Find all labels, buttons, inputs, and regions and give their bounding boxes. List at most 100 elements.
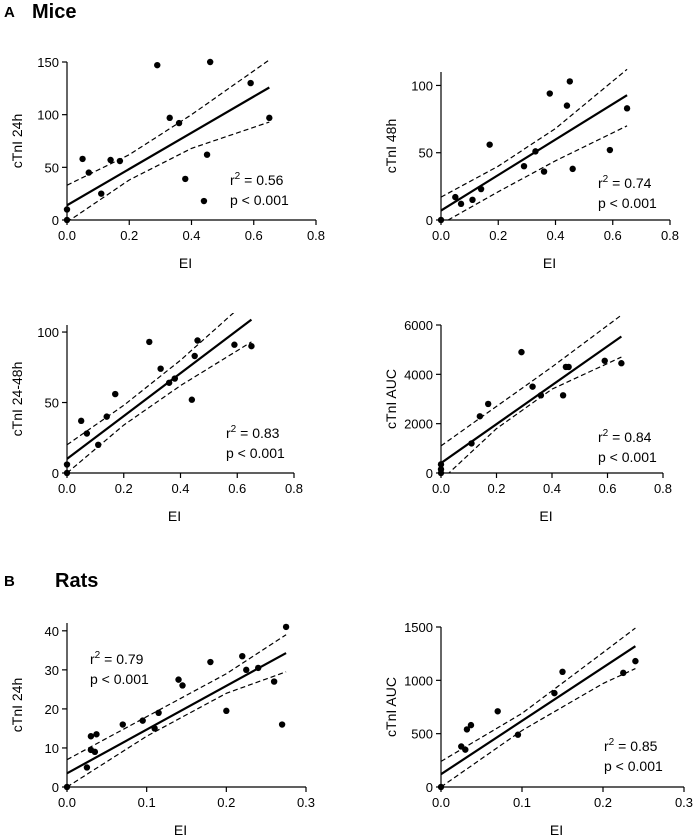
regression-line bbox=[441, 645, 637, 776]
y-axis-label: cTnI AUC bbox=[383, 369, 399, 429]
x-tick-label: 0.2 bbox=[115, 481, 133, 496]
y-tick-label: 10 bbox=[45, 741, 59, 756]
data-point bbox=[171, 375, 179, 382]
y-tick-label: 4000 bbox=[404, 367, 433, 382]
data-point bbox=[165, 379, 173, 386]
data-point bbox=[98, 190, 105, 197]
data-point bbox=[248, 342, 255, 350]
r-exponent: 2 bbox=[95, 650, 101, 661]
data-point bbox=[477, 185, 485, 193]
data-point bbox=[116, 157, 124, 165]
data-point bbox=[179, 682, 186, 689]
r-squared-value: = 0.74 bbox=[608, 175, 651, 191]
x-tick-label: 0.6 bbox=[228, 481, 246, 496]
data-point bbox=[188, 396, 196, 403]
data-point bbox=[239, 652, 246, 660]
y-tick-label: 0 bbox=[426, 213, 433, 228]
p-value-label: p < 0.001 bbox=[90, 671, 149, 687]
y-tick-label: 500 bbox=[411, 727, 433, 742]
x-tick-label: 0.1 bbox=[513, 795, 531, 810]
data-point bbox=[83, 764, 91, 771]
x-tick-label: 0.2 bbox=[594, 795, 612, 810]
y-tick-label: 1500 bbox=[404, 620, 433, 635]
x-tick-label: 0.8 bbox=[661, 228, 679, 243]
data-point bbox=[63, 461, 71, 468]
confidence-band-lower bbox=[448, 356, 622, 473]
x-axis-label: EI bbox=[543, 255, 556, 271]
x-axis-label: EI bbox=[179, 255, 192, 271]
data-point bbox=[103, 413, 110, 420]
x-tick-label: 0.1 bbox=[138, 795, 156, 810]
r-squared-value: = 0.85 bbox=[614, 738, 657, 754]
y-tick-label: 30 bbox=[45, 663, 59, 678]
y-tick-label: 0 bbox=[52, 466, 59, 481]
data-point bbox=[207, 658, 214, 666]
data-point bbox=[223, 707, 230, 715]
x-tick-label: 0.6 bbox=[245, 228, 263, 243]
r-squared-label: r2 = 0.84 bbox=[598, 428, 652, 445]
data-point bbox=[203, 151, 211, 158]
data-point bbox=[623, 105, 631, 112]
data-point bbox=[194, 337, 201, 344]
data-point bbox=[231, 341, 238, 348]
section-letter-mice: A bbox=[4, 4, 15, 21]
r-squared-value: = 0.56 bbox=[240, 172, 283, 188]
data-point bbox=[191, 352, 198, 360]
data-point bbox=[566, 78, 574, 85]
r-exponent: 2 bbox=[231, 424, 237, 435]
x-tick-label: 0.6 bbox=[598, 481, 616, 496]
x-tick-label: 0.8 bbox=[654, 481, 672, 496]
data-point bbox=[151, 725, 158, 732]
p-value-label: p < 0.001 bbox=[226, 445, 285, 461]
x-tick-label: 0.0 bbox=[432, 481, 450, 496]
data-point bbox=[83, 430, 91, 437]
confidence-band-lower bbox=[67, 341, 252, 473]
data-point bbox=[182, 175, 189, 183]
data-point bbox=[282, 623, 290, 631]
data-point bbox=[620, 669, 627, 677]
data-point bbox=[63, 783, 71, 791]
y-tick-label: 0 bbox=[52, 780, 59, 795]
data-point bbox=[146, 338, 153, 346]
x-tick-label: 0.0 bbox=[432, 795, 450, 810]
x-tick-label: 0.8 bbox=[285, 481, 303, 496]
data-point bbox=[437, 216, 445, 224]
data-point bbox=[559, 668, 566, 675]
x-tick-label: 0.4 bbox=[171, 481, 189, 496]
x-tick-label: 0.3 bbox=[675, 795, 693, 810]
x-tick-label: 0.4 bbox=[543, 481, 561, 496]
x-tick-label: 0.3 bbox=[297, 795, 315, 810]
confidence-band-upper bbox=[67, 313, 235, 446]
data-point bbox=[484, 400, 492, 408]
data-point bbox=[93, 731, 100, 738]
y-tick-label: 0 bbox=[426, 780, 433, 795]
r-symbol: r bbox=[226, 425, 231, 441]
r-squared-label: r2 = 0.79 bbox=[90, 650, 144, 667]
data-point bbox=[551, 689, 558, 697]
data-point bbox=[559, 392, 567, 399]
y-tick-label: 100 bbox=[37, 108, 59, 123]
y-tick-label: 6000 bbox=[404, 318, 433, 333]
x-tick-label: 0.0 bbox=[432, 228, 450, 243]
data-point bbox=[437, 461, 445, 468]
y-axis-label: cTnI 24-48h bbox=[9, 362, 25, 437]
y-tick-label: 150 bbox=[37, 55, 59, 70]
x-axis-label: EI bbox=[539, 508, 552, 524]
confidence-band-upper bbox=[441, 314, 622, 447]
data-point bbox=[546, 90, 553, 97]
x-tick-label: 0.2 bbox=[489, 228, 507, 243]
data-point bbox=[518, 348, 525, 356]
data-point bbox=[247, 79, 254, 87]
confidence-band-lower bbox=[441, 668, 636, 787]
section-letter-rats: B bbox=[4, 573, 15, 590]
confidence-band-lower bbox=[69, 121, 270, 220]
y-tick-label: 2000 bbox=[404, 417, 433, 432]
data-point bbox=[206, 58, 214, 66]
y-tick-label: 0 bbox=[426, 466, 433, 481]
data-point bbox=[632, 657, 639, 665]
data-point bbox=[463, 726, 471, 733]
data-point bbox=[540, 168, 548, 175]
x-axis-label: EI bbox=[174, 822, 187, 838]
data-point bbox=[618, 360, 625, 367]
